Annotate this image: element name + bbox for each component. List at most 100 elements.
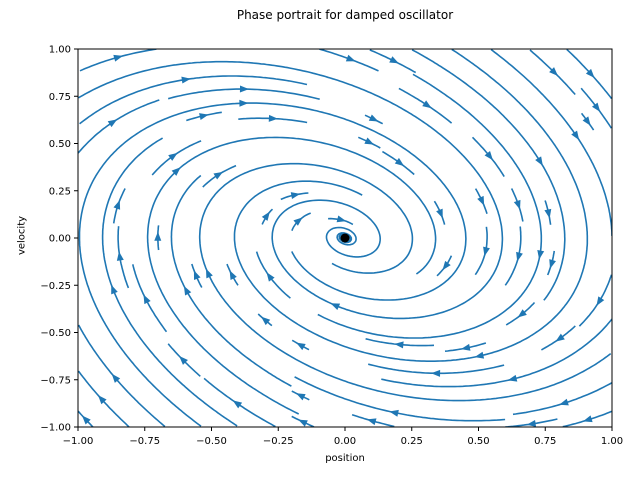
flow-arrow-icon: [296, 393, 306, 401]
flow-arrow-icon: [168, 152, 178, 161]
streamline: [198, 162, 612, 402]
x-axis-label: position: [325, 453, 365, 464]
flow-arrow-icon: [171, 167, 181, 176]
y-tick-label: 0.00: [49, 234, 71, 245]
flow-arrow-icon: [345, 54, 356, 62]
y-tick-label: 0.50: [49, 139, 71, 150]
y-tick-label: −0.50: [40, 328, 71, 339]
flow-arrow-icon: [336, 215, 347, 223]
flow-arrow-icon: [113, 54, 123, 62]
flow-arrow-icon: [296, 342, 306, 351]
flow-arrow-icon: [555, 333, 565, 342]
x-tick-label: −1.00: [63, 436, 94, 447]
flow-arrow-icon: [107, 119, 118, 128]
flow-arrow-icon: [113, 200, 121, 210]
x-tick-label: 0.50: [467, 436, 489, 447]
flow-arrow-icon: [585, 68, 595, 78]
flow-arrow-icon: [537, 249, 545, 260]
flow-arrow-icon: [290, 192, 301, 199]
flow-arrow-icon: [293, 217, 303, 226]
flow-arrow-icon: [364, 137, 374, 145]
flow-arrow-icon: [366, 418, 377, 426]
flow-arrow-icon: [484, 151, 493, 161]
flow-arrow-icon: [143, 294, 151, 305]
y-tick-label: 0.75: [49, 92, 71, 103]
streamline: [78, 102, 467, 427]
flow-arrow-icon: [183, 285, 192, 296]
flow-arrow-icon: [330, 303, 341, 311]
flow-arrow-icon: [582, 116, 591, 126]
flow-arrow-icon: [389, 409, 399, 417]
flow-arrow-icon: [474, 351, 485, 359]
flow-arrow-icon: [229, 270, 237, 281]
streamline: [381, 318, 612, 388]
flow-arrow-icon: [477, 195, 485, 206]
flow-arrow-icon: [213, 171, 223, 180]
flow-arrow-icon: [507, 374, 518, 382]
flow-arrow-icon: [535, 156, 543, 166]
x-tick-label: −0.50: [196, 436, 227, 447]
y-tick-label: 0.25: [49, 186, 71, 197]
streamlines: [78, 49, 612, 427]
flow-arrow-icon: [179, 356, 188, 365]
flow-arrow-icon: [436, 208, 443, 219]
streamline: [79, 49, 157, 72]
x-tick-label: 0.00: [334, 436, 356, 447]
x-tick-label: −0.75: [129, 436, 160, 447]
streamline: [255, 251, 291, 299]
flow-arrow-icon: [516, 251, 523, 262]
streamline: [233, 49, 589, 362]
flow-arrow-icon: [261, 316, 271, 326]
streamline: [78, 99, 160, 154]
streamline: [132, 264, 168, 333]
flow-arrow-icon: [206, 268, 213, 279]
flow-arrow-icon: [368, 114, 379, 122]
flow-arrow-icon: [517, 309, 527, 318]
flow-arrow-icon: [193, 270, 201, 280]
flow-arrow-icon: [394, 341, 404, 349]
flow-arrow-icon: [571, 130, 580, 141]
flow-arrow-icon: [97, 395, 107, 405]
flow-arrow-icon: [181, 76, 191, 84]
flow-arrow-icon: [239, 99, 249, 107]
streamline: [101, 137, 238, 427]
flow-arrow-icon: [298, 419, 308, 427]
fixed-point-marker: [340, 233, 350, 243]
flow-arrow-icon: [232, 400, 243, 409]
flow-arrow-icon: [111, 373, 121, 383]
y-axis-ticks: −1.00 −0.75 −0.50 −0.25 0.00 0.25 0.50 0.75 1.00: [40, 45, 78, 434]
flow-arrow-icon: [266, 272, 275, 282]
flow-arrow-icon: [116, 251, 124, 261]
flow-arrow-icon: [559, 398, 569, 406]
flow-arrow-icon: [513, 199, 521, 210]
x-tick-label: 0.75: [534, 436, 556, 447]
streamline: [512, 382, 612, 416]
flow-arrow-icon: [544, 208, 552, 219]
flow-arrow-icon: [591, 102, 601, 112]
flow-arrow-icon: [483, 246, 490, 257]
flow-arrow-icon: [394, 157, 405, 167]
flow-arrow-icon: [422, 100, 432, 109]
flow-arrow-icon: [596, 296, 605, 306]
flow-arrow-icon: [582, 415, 593, 423]
flow-arrow-icon: [239, 85, 249, 93]
y-tick-label: −0.25: [40, 281, 71, 292]
y-tick-label: −1.00: [40, 423, 71, 434]
flow-arrow-icon: [460, 343, 471, 351]
flow-arrow-icon: [442, 260, 451, 271]
flow-arrow-icon: [389, 56, 399, 64]
streamline: [78, 60, 504, 320]
chart-title: Phase portrait for damped oscillator: [236, 8, 454, 22]
y-tick-label: −0.75: [40, 375, 71, 386]
x-tick-label: 1.00: [601, 436, 623, 447]
streamline: [578, 274, 612, 327]
streamline: [78, 324, 166, 427]
x-axis-ticks: −1.00 −0.75 −0.50 −0.25 0.00 0.25 0.50 0.75 1.00: [63, 427, 623, 447]
flow-arrow-icon: [431, 369, 441, 377]
y-tick-label: 1.00: [49, 45, 71, 56]
flow-arrow-icon: [82, 415, 91, 425]
x-tick-label: −0.25: [263, 436, 294, 447]
flow-arrow-icon: [111, 284, 118, 295]
flow-arrow-icon: [549, 259, 556, 269]
